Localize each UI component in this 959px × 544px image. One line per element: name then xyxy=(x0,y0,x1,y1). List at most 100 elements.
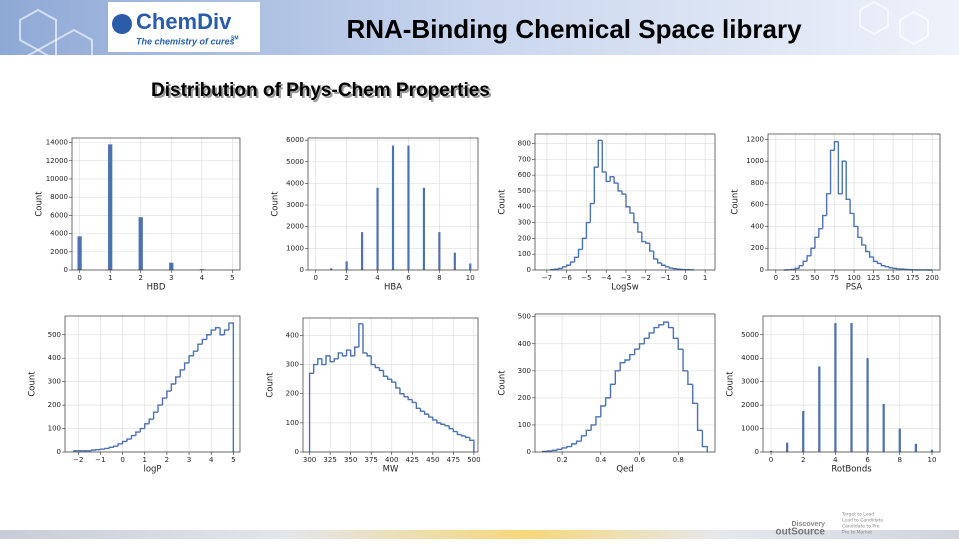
x-tick-label: −5 xyxy=(581,274,591,282)
x-tick-label: 0.8 xyxy=(673,456,684,464)
y-tick-label: 400 xyxy=(48,354,61,362)
x-tick-label: 0.2 xyxy=(557,456,568,464)
y-tick-label: 100 xyxy=(518,250,531,258)
x-tick-label: 2 xyxy=(138,274,142,282)
y-tick-label: 400 xyxy=(751,222,764,230)
x-tick-label: 5 xyxy=(231,456,235,464)
y-tick-label: 1000 xyxy=(741,425,759,433)
y-tick-label: 4000 xyxy=(286,179,304,187)
x-tick-label: 75 xyxy=(830,274,839,282)
y-tick-label: 200 xyxy=(518,234,531,242)
y-tick-label: 400 xyxy=(518,203,531,211)
x-tick-label: 500 xyxy=(467,456,480,464)
bar xyxy=(850,323,852,452)
y-axis-label: Count xyxy=(271,191,281,217)
bar xyxy=(786,443,788,452)
footer-tagline: Pre to Market xyxy=(842,530,872,536)
y-tick-label: 0 xyxy=(295,448,299,456)
x-axis-label: HBA xyxy=(384,283,402,293)
x-tick-label: 0 xyxy=(774,274,778,282)
histogram-step xyxy=(559,268,563,269)
x-tick-label: 0 xyxy=(120,456,124,464)
y-tick-label: 0 xyxy=(57,448,61,456)
y-tick-label: 2000 xyxy=(50,248,68,256)
y-tick-label: 0 xyxy=(527,448,531,456)
y-tick-label: 300 xyxy=(286,361,299,369)
x-tick-label: 0 xyxy=(77,274,81,282)
y-tick-label: 10000 xyxy=(46,175,68,183)
x-tick-label: 1 xyxy=(108,274,112,282)
y-tick-label: 600 xyxy=(518,171,531,179)
y-axis-label: Count xyxy=(731,189,741,215)
x-tick-label: 100 xyxy=(847,274,860,282)
y-tick-label: 800 xyxy=(518,139,531,147)
y-tick-label: 5000 xyxy=(741,331,759,339)
x-tick-label: 375 xyxy=(365,456,378,464)
x-tick-label: 450 xyxy=(426,456,439,464)
x-tick-label: −1 xyxy=(95,456,105,464)
y-axis-label: Count xyxy=(498,370,508,396)
logo-icon xyxy=(112,14,132,34)
x-axis-label: LogSw xyxy=(611,283,639,293)
x-tick-label: 0 xyxy=(313,274,317,282)
x-tick-label: 0 xyxy=(683,274,687,282)
bar xyxy=(392,146,394,270)
y-tick-label: 100 xyxy=(518,421,531,429)
bar xyxy=(169,263,173,270)
footer-brand: outSource xyxy=(776,527,826,538)
bar xyxy=(361,232,363,270)
y-tick-label: 4000 xyxy=(741,354,759,362)
x-axis-label: RotBonds xyxy=(831,465,872,475)
x-tick-label: 4 xyxy=(375,274,380,282)
y-tick-label: 4000 xyxy=(50,230,68,238)
y-tick-label: 8000 xyxy=(50,193,68,201)
histogram-step xyxy=(548,451,553,452)
y-tick-label: 1000 xyxy=(746,157,764,165)
y-tick-label: 100 xyxy=(48,425,61,433)
y-tick-label: 200 xyxy=(48,401,61,409)
x-tick-label: 6 xyxy=(406,274,411,282)
x-axis-label: logP xyxy=(143,465,161,475)
x-tick-label: 3 xyxy=(169,274,173,282)
x-tick-label: 200 xyxy=(925,274,938,282)
plot-area xyxy=(72,138,240,270)
bar xyxy=(346,261,348,270)
footer-tagline: Target to Lead xyxy=(841,512,874,518)
x-tick-label: 5 xyxy=(230,274,234,282)
x-tick-label: 0.4 xyxy=(595,456,607,464)
bar xyxy=(915,444,917,452)
x-tick-label: −2 xyxy=(73,456,83,464)
bar xyxy=(407,146,409,270)
x-tick-label: 6 xyxy=(865,456,870,464)
x-tick-label: −7 xyxy=(542,274,552,282)
x-axis-label: MW xyxy=(383,465,399,475)
y-tick-label: 2000 xyxy=(286,223,304,231)
bar xyxy=(139,217,143,270)
y-axis-label: Count xyxy=(726,371,736,397)
y-tick-label: 300 xyxy=(48,378,61,386)
plot-area xyxy=(65,316,240,452)
histogram-step xyxy=(897,268,901,269)
y-tick-label: 1000 xyxy=(286,244,304,252)
x-tick-label: 2 xyxy=(344,274,348,282)
x-tick-label: 4 xyxy=(209,456,214,464)
y-tick-label: 3000 xyxy=(741,378,759,386)
x-tick-label: 10 xyxy=(927,456,936,464)
y-tick-label: 800 xyxy=(751,179,764,187)
y-axis-label: Count xyxy=(498,189,508,215)
histogram-step xyxy=(552,450,557,451)
x-tick-label: 3 xyxy=(187,456,191,464)
y-tick-label: 500 xyxy=(48,331,61,339)
y-tick-label: 500 xyxy=(518,313,531,321)
slide-title: RNA-Binding Chemical Space library xyxy=(346,14,802,44)
bar xyxy=(438,232,440,270)
bar xyxy=(454,253,456,270)
y-axis-label: Count xyxy=(35,191,45,217)
x-axis-label: Qed xyxy=(616,465,633,475)
y-tick-label: 6000 xyxy=(50,211,68,219)
